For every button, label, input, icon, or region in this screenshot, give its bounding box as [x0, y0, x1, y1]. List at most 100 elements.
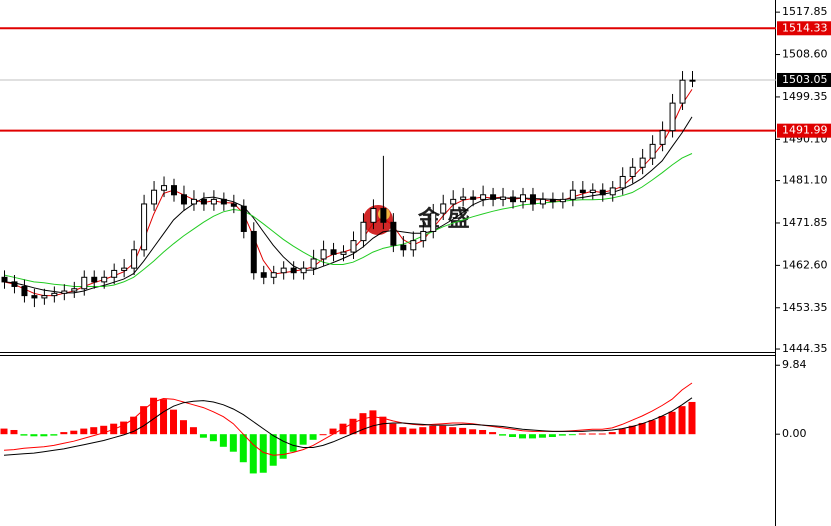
candle-body	[340, 251, 347, 255]
candle-body	[1, 276, 8, 283]
histogram-bar	[170, 409, 178, 435]
histogram-bar	[289, 434, 297, 452]
histogram-bar	[80, 428, 88, 435]
candle-body	[420, 230, 427, 242]
candle-body	[360, 221, 367, 242]
candle-body	[549, 198, 556, 203]
candle-body	[679, 79, 686, 104]
candle-body	[180, 194, 187, 205]
y-tick-label: 1517.85	[782, 5, 828, 18]
histogram-bar	[509, 434, 517, 437]
candle-body	[480, 194, 487, 200]
candle-body	[649, 143, 656, 159]
candle-body	[11, 281, 18, 287]
level-label: 1491.99	[782, 124, 828, 137]
candle-body	[111, 269, 118, 278]
candle-body	[500, 196, 507, 200]
candle-body	[320, 249, 327, 260]
candle-body	[510, 196, 517, 203]
histogram-bar	[160, 399, 168, 435]
candle-body	[639, 157, 646, 168]
candle-body	[400, 244, 407, 251]
candle-body	[430, 212, 437, 232]
histogram-bar	[628, 425, 636, 435]
y-tick-label: 9.84	[782, 358, 807, 371]
candle-body	[101, 276, 108, 283]
candle-body	[161, 185, 168, 191]
histogram-bar	[439, 425, 447, 435]
histogram-bar	[499, 434, 507, 436]
histogram-bar	[548, 434, 556, 437]
candle-body	[330, 249, 337, 255]
candle-body	[121, 267, 128, 271]
candle-body	[190, 198, 197, 205]
histogram-bar	[140, 406, 148, 435]
y-tick-label: 1453.35	[782, 301, 828, 314]
candle-body	[599, 189, 606, 196]
histogram-bar	[688, 401, 696, 435]
candle-body	[490, 194, 497, 200]
candle-body	[350, 240, 357, 253]
histogram-bar	[70, 430, 78, 435]
watermark-logo	[363, 205, 393, 235]
candle-body	[91, 276, 98, 283]
histogram-bar	[259, 434, 267, 473]
histogram-bar	[130, 416, 138, 435]
moving-average	[3, 89, 693, 297]
candle-body	[260, 272, 267, 278]
histogram-bar	[658, 415, 666, 435]
histogram-bar	[120, 421, 128, 435]
level-label: 1514.33	[782, 21, 828, 34]
histogram-bar	[50, 434, 58, 436]
histogram-bar	[239, 434, 247, 463]
candle-body	[31, 295, 38, 299]
histogram-bar	[199, 434, 207, 438]
candle-body	[539, 198, 546, 205]
candle-body	[270, 272, 277, 278]
histogram-bar	[648, 420, 656, 435]
histogram-bar	[369, 410, 377, 435]
y-tick-label: 0.00	[782, 427, 807, 440]
histogram-bar	[538, 434, 546, 438]
candle-body	[51, 292, 58, 297]
histogram-bar	[100, 425, 108, 435]
histogram-bar	[40, 434, 48, 437]
histogram-bar	[678, 406, 686, 435]
candle-body	[410, 240, 417, 251]
y-tick-label: 1481.10	[782, 174, 828, 187]
level-label: 1503.05	[782, 73, 828, 86]
moving-average	[3, 153, 693, 287]
candle-body	[470, 196, 477, 200]
histogram-bar	[528, 434, 536, 439]
histogram-bar	[568, 434, 576, 436]
histogram-bar	[518, 434, 526, 439]
histogram-bar	[558, 434, 566, 436]
histogram-bar	[150, 397, 158, 435]
candle-body	[619, 175, 626, 189]
histogram-bar	[359, 413, 367, 435]
candle-body	[290, 267, 297, 274]
histogram-bar	[219, 434, 227, 447]
candle-body	[460, 196, 467, 200]
histogram-bar	[409, 428, 417, 435]
histogram-bar	[469, 429, 477, 435]
histogram-bar	[60, 432, 68, 435]
histogram-bar	[379, 416, 387, 435]
candle-body	[200, 198, 207, 205]
histogram-bar	[489, 432, 497, 435]
histogram-bar	[419, 427, 427, 435]
histogram-bar	[209, 434, 217, 442]
candle-body	[589, 189, 596, 193]
histogram-bar	[479, 429, 487, 435]
histogram-bar	[329, 428, 337, 435]
candle-body	[689, 79, 696, 82]
candle-body	[380, 208, 387, 223]
macd-line	[3, 382, 693, 456]
histogram-bar	[10, 429, 18, 435]
histogram-bar	[229, 434, 237, 452]
candle-body	[370, 208, 377, 223]
candle-body	[131, 249, 138, 269]
candle-body	[569, 189, 576, 200]
histogram-bar	[309, 434, 317, 440]
